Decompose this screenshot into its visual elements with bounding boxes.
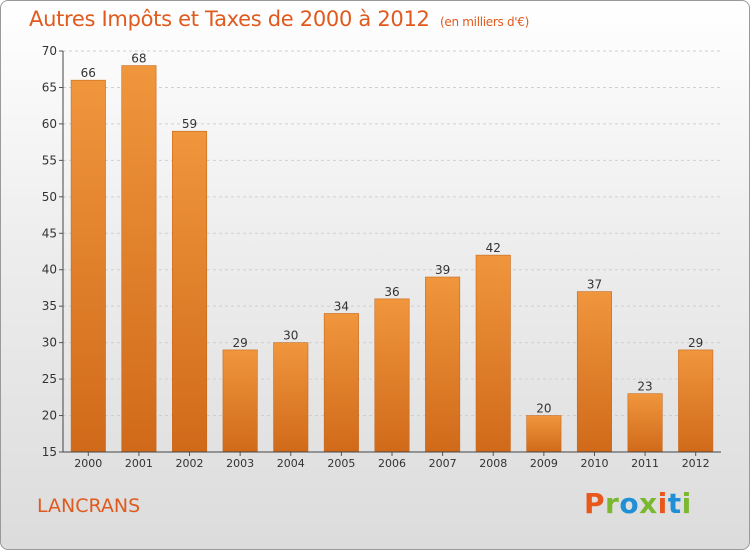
x-tick-label-2012: 2012	[682, 457, 710, 470]
chart-title-text: Autres Impôts et Taxes de 2000 à 2012	[29, 7, 430, 31]
bar-2003	[222, 349, 258, 453]
y-tick-label-60: 60	[42, 117, 57, 131]
logo-letter: r	[605, 487, 620, 520]
value-label-2000: 66	[81, 66, 96, 80]
x-axis-ticks: 2000 2001 2002 2003 2004 2005 2006 2007 2008 2009…	[74, 452, 710, 470]
bars	[70, 65, 714, 453]
value-label-2010: 37	[587, 278, 602, 292]
y-tick-label-55: 55	[42, 153, 57, 167]
value-label-2002: 59	[182, 117, 197, 131]
y-tick-label-30: 30	[42, 336, 57, 350]
bar-2012	[678, 349, 714, 453]
x-tick-label-2006: 2006	[378, 457, 406, 470]
value-label-2001: 68	[131, 52, 146, 66]
x-tick-label-2009: 2009	[530, 457, 558, 470]
chart-title: Autres Impôts et Taxes de 2000 à 2012 (e…	[29, 7, 529, 31]
x-tick-label-2005: 2005	[327, 457, 355, 470]
bar-2008	[475, 254, 511, 453]
x-tick-label-2011: 2011	[631, 457, 659, 470]
y-tick-label-15: 15	[42, 445, 57, 459]
y-tick-label-40: 40	[42, 263, 57, 277]
y-tick-label-50: 50	[42, 190, 57, 204]
value-label-2011: 23	[637, 380, 652, 394]
y-tick-label-35: 35	[42, 299, 57, 313]
y-tick-label-70: 70	[42, 44, 57, 58]
value-label-2005: 34	[334, 299, 349, 313]
value-label-2007: 39	[435, 263, 450, 277]
logo-letter: x	[639, 487, 658, 520]
logo-letter: o	[619, 487, 640, 520]
logo-letter: t	[667, 487, 682, 520]
logo-letter: P	[584, 487, 606, 520]
x-tick-label-2004: 2004	[277, 457, 305, 470]
bar-2002	[172, 130, 208, 453]
bar-2009	[526, 415, 562, 453]
bar-2001	[121, 65, 157, 453]
x-tick-label-2001: 2001	[125, 457, 153, 470]
value-label-2008: 42	[486, 241, 501, 255]
logo-letter: i	[681, 487, 692, 520]
y-axis-ticks: 15 20 25 30 35 40 45 50 55 60 65 70	[42, 44, 63, 459]
y-tick-label-20: 20	[42, 409, 57, 423]
y-tick-label-65: 65	[42, 80, 57, 94]
x-tick-label-2000: 2000	[74, 457, 102, 470]
value-labels: 66 68 59 29 30 34 36 39 42 20 37 23 29	[81, 52, 704, 416]
value-label-2009: 20	[536, 402, 551, 416]
x-tick-label-2002: 2002	[176, 457, 204, 470]
y-tick-label-45: 45	[42, 226, 57, 240]
bar-2007	[425, 276, 461, 453]
value-label-2004: 30	[283, 329, 298, 343]
proxiti-logo[interactable]: Proxiti	[584, 487, 692, 520]
bar-2000	[70, 79, 106, 453]
y-tick-label-25: 25	[42, 372, 57, 386]
bar-2006	[374, 298, 410, 453]
bar-2010	[576, 291, 612, 453]
x-tick-label-2008: 2008	[479, 457, 507, 470]
x-tick-label-2007: 2007	[429, 457, 457, 470]
chart-unit: (en milliers d'€)	[440, 15, 530, 29]
x-tick-label-2010: 2010	[580, 457, 608, 470]
value-label-2012: 29	[688, 336, 703, 350]
x-tick-label-2003: 2003	[226, 457, 254, 470]
value-label-2003: 29	[233, 336, 248, 350]
bar-2011	[627, 393, 663, 453]
bar-2004	[273, 342, 309, 453]
bar-2005	[323, 313, 359, 453]
value-label-2006: 36	[384, 285, 399, 299]
commune-name: LANCRANS	[37, 495, 141, 517]
logo-letter: i	[657, 487, 668, 520]
